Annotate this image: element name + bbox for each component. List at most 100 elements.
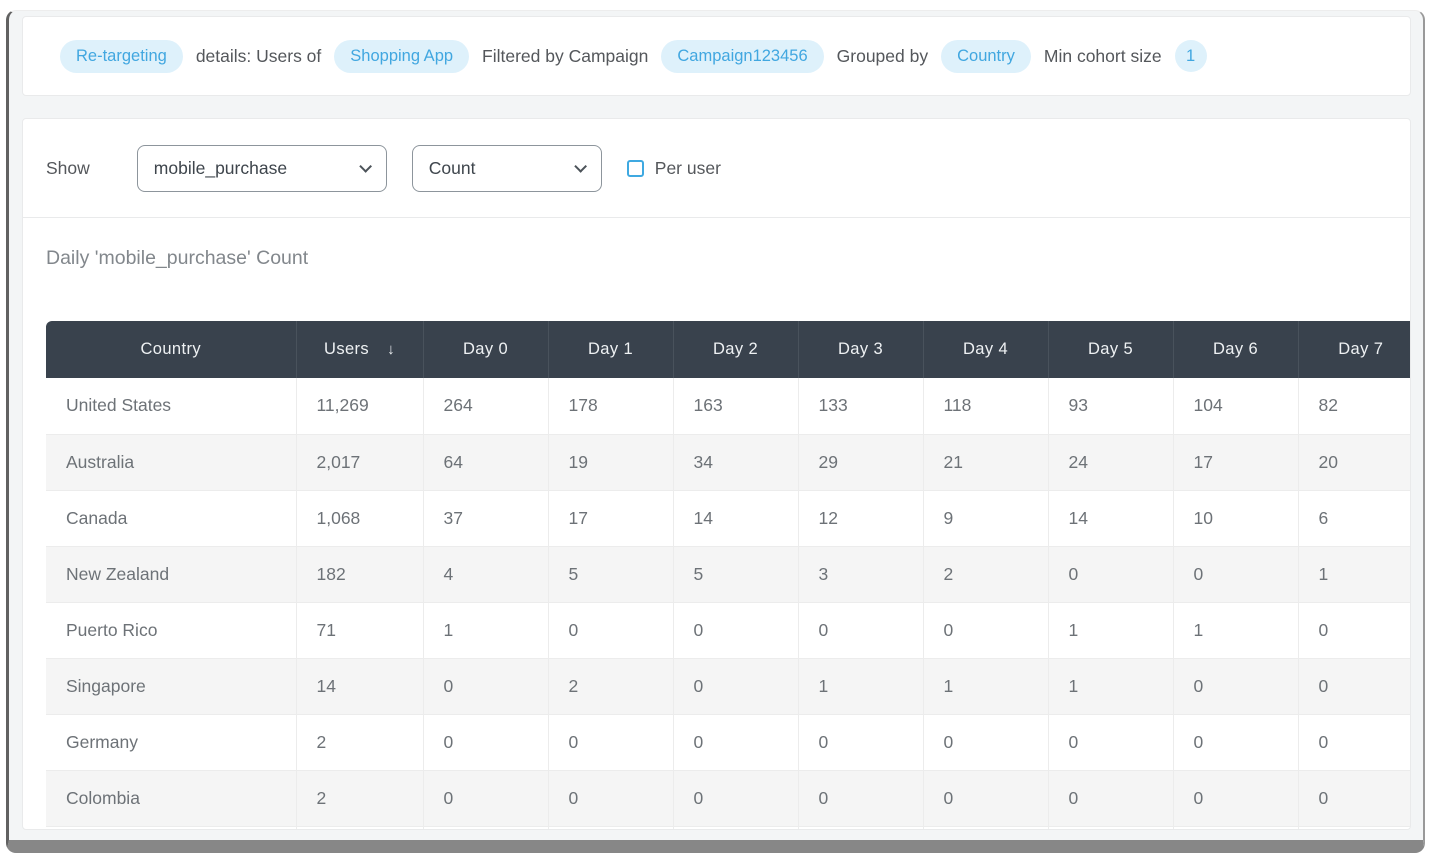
country-cell: Singapore xyxy=(46,658,297,715)
day-value-cell: 0 xyxy=(548,770,674,827)
aggregation-select[interactable]: Count xyxy=(411,144,602,192)
table-row: Germany 2 0 0 0 0 0 0 0 0 xyxy=(46,714,1410,771)
crumb-text: Grouped by xyxy=(836,45,929,66)
day-value-cell: 2 xyxy=(548,658,674,715)
day-value-cell: 0 xyxy=(923,602,1049,659)
users-cell: 1,068 xyxy=(296,490,424,547)
day-value-cell: 0 xyxy=(1048,714,1174,771)
cohort-table-container: Country Users ↓ Day 0 Day 1 Day 2 Day 3 Day 4 Da… xyxy=(46,321,1410,829)
column-header-day-1[interactable]: Day 1 xyxy=(548,321,674,378)
day-value-cell: 3 xyxy=(798,546,924,603)
column-header-label: Day 5 xyxy=(1087,340,1134,358)
empty-cell xyxy=(1173,826,1299,829)
day-value-cell: 0 xyxy=(1048,770,1174,827)
day-value-cell: 0 xyxy=(548,602,674,659)
day-value-cell: 0 xyxy=(798,770,924,827)
day-value-cell: 0 xyxy=(1298,658,1410,715)
empty-cell xyxy=(423,826,549,829)
day-value-cell: 264 xyxy=(423,378,549,435)
day-value-cell: 0 xyxy=(1298,714,1410,771)
users-cell: 2 xyxy=(296,770,424,827)
per-user-checkbox[interactable] xyxy=(626,159,644,177)
sort-descending-icon: ↓ xyxy=(387,341,395,358)
day-value-cell: 0 xyxy=(673,658,799,715)
column-header-day-6[interactable]: Day 6 xyxy=(1173,321,1299,378)
day-value-cell: 12 xyxy=(798,490,924,547)
empty-cell xyxy=(46,826,297,829)
day-value-cell: 10 xyxy=(1173,490,1299,547)
column-header-label: Day 2 xyxy=(712,340,759,358)
column-header-users[interactable]: Users ↓ xyxy=(296,321,424,378)
day-value-cell: 17 xyxy=(548,490,674,547)
column-header-day-2[interactable]: Day 2 xyxy=(673,321,799,378)
day-value-cell: 21 xyxy=(923,434,1049,491)
show-label: Show xyxy=(46,157,90,178)
table-row: Puerto Rico 71 1 0 0 0 0 1 1 0 xyxy=(46,602,1410,659)
filter-toolbar: Show mobile_purchase Count Per user xyxy=(23,119,1410,218)
day-value-cell: 0 xyxy=(423,714,549,771)
column-header-label: Day 6 xyxy=(1212,340,1259,358)
per-user-label: Per user xyxy=(654,157,721,178)
column-header-label: Day 4 xyxy=(962,340,1009,358)
country-cell: New Zealand xyxy=(46,546,297,603)
table-header-row: Country Users ↓ Day 0 Day 1 Day 2 Day 3 Day 4 Da… xyxy=(46,321,1410,378)
day-value-cell: 82 xyxy=(1298,378,1410,435)
app-name-pill[interactable]: Shopping App xyxy=(334,39,470,73)
empty-cell xyxy=(798,826,924,829)
column-header-day-5[interactable]: Day 5 xyxy=(1048,321,1174,378)
day-value-cell: 0 xyxy=(798,714,924,771)
day-value-cell: 1 xyxy=(423,602,549,659)
breadcrumb: Re-targeting details: Users of Shopping Ap… xyxy=(22,16,1411,96)
day-value-cell: 0 xyxy=(673,770,799,827)
empty-cell xyxy=(923,826,1049,829)
cohort-name-pill[interactable]: Re-targeting xyxy=(60,39,183,73)
day-value-cell: 17 xyxy=(1173,434,1299,491)
column-header-day-7[interactable]: Day 7 xyxy=(1298,321,1410,378)
table-row: Colombia 2 0 0 0 0 0 0 0 0 xyxy=(46,770,1410,827)
day-value-cell: 0 xyxy=(673,602,799,659)
day-value-cell: 0 xyxy=(423,770,549,827)
crumb-text: Min cohort size xyxy=(1043,45,1162,66)
column-header-day-4[interactable]: Day 4 xyxy=(923,321,1049,378)
day-value-cell: 0 xyxy=(1298,602,1410,659)
day-value-cell: 1 xyxy=(1048,658,1174,715)
day-value-cell: 9 xyxy=(923,490,1049,547)
table-row: New Zealand 182 4 5 5 3 2 0 0 1 xyxy=(46,546,1410,603)
crumb-text: details: Users of xyxy=(195,45,322,66)
users-cell: 14 xyxy=(296,658,424,715)
group-by-pill[interactable]: Country xyxy=(941,39,1031,73)
day-value-cell: 104 xyxy=(1173,378,1299,435)
empty-cell xyxy=(296,826,424,829)
day-value-cell: 178 xyxy=(548,378,674,435)
day-value-cell: 14 xyxy=(673,490,799,547)
day-value-cell: 20 xyxy=(1298,434,1410,491)
campaign-pill[interactable]: Campaign123456 xyxy=(661,39,824,73)
users-cell: 71 xyxy=(296,602,424,659)
per-user-toggle[interactable]: Per user xyxy=(626,157,721,179)
empty-cell xyxy=(548,826,674,829)
event-select[interactable]: mobile_purchase xyxy=(136,144,387,192)
column-header-day-3[interactable]: Day 3 xyxy=(798,321,924,378)
day-value-cell: 5 xyxy=(548,546,674,603)
table-row-partial xyxy=(46,826,1410,829)
column-header-country[interactable]: Country xyxy=(46,321,297,378)
min-cohort-size-pill[interactable]: 1 xyxy=(1174,40,1207,72)
day-value-cell: 93 xyxy=(1048,378,1174,435)
day-value-cell: 5 xyxy=(673,546,799,603)
day-value-cell: 1 xyxy=(798,658,924,715)
users-cell: 2,017 xyxy=(296,434,424,491)
table-row: Canada 1,068 37 17 14 12 9 14 10 6 xyxy=(46,490,1410,547)
country-cell: Canada xyxy=(46,490,297,547)
day-value-cell: 19 xyxy=(548,434,674,491)
day-value-cell: 0 xyxy=(548,714,674,771)
day-value-cell: 0 xyxy=(1173,546,1299,603)
day-value-cell: 1 xyxy=(1173,602,1299,659)
empty-cell xyxy=(673,826,799,829)
day-value-cell: 1 xyxy=(1298,546,1410,603)
table-row: United States 11,269 264 178 163 133 118 93 104 8… xyxy=(46,378,1410,435)
column-header-day-0[interactable]: Day 0 xyxy=(423,321,549,378)
day-value-cell: 0 xyxy=(1048,546,1174,603)
day-value-cell: 0 xyxy=(798,602,924,659)
users-cell: 11,269 xyxy=(296,378,424,435)
day-value-cell: 0 xyxy=(1298,770,1410,827)
